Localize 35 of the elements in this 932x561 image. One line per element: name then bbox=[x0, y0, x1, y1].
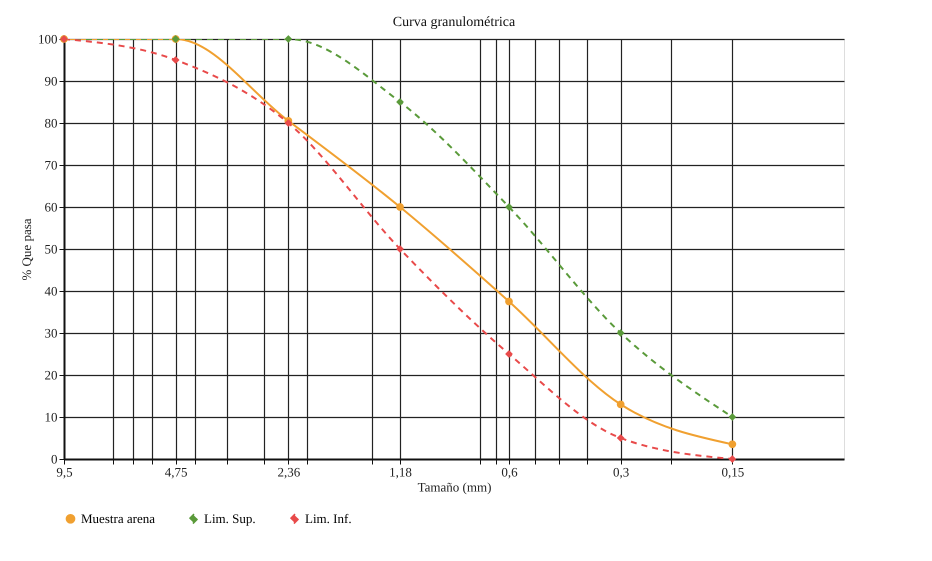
legend-label: Lim. Inf. bbox=[305, 510, 352, 526]
point bbox=[505, 298, 513, 306]
y-tick-label: 70 bbox=[44, 158, 58, 172]
x-tick-label: 4,75 bbox=[164, 464, 188, 480]
y-tick-label: 100 bbox=[38, 32, 58, 46]
legend-label: Muestra arena bbox=[81, 510, 156, 526]
y-tick-label: 90 bbox=[44, 74, 58, 88]
point bbox=[728, 413, 736, 421]
x-tick-label: 0,3 bbox=[613, 464, 630, 480]
point bbox=[172, 56, 180, 64]
point bbox=[505, 203, 513, 211]
y-axis-title: % Que pasa bbox=[19, 218, 34, 281]
x-tick-label: 0,15 bbox=[721, 464, 744, 480]
point bbox=[616, 434, 625, 442]
x-axis-title: Tamaño (mm) bbox=[418, 480, 492, 494]
point bbox=[616, 400, 625, 408]
point bbox=[284, 35, 292, 43]
y-tick-label: 0 bbox=[51, 452, 58, 466]
x-tick-label: 0,6 bbox=[501, 464, 518, 480]
point bbox=[505, 350, 513, 358]
y-tick-label: 80 bbox=[44, 116, 58, 130]
y-tick-label: 60 bbox=[44, 200, 58, 214]
y-tick-label: 50 bbox=[44, 242, 58, 256]
point bbox=[728, 440, 736, 448]
x-tick-label: 1,18 bbox=[389, 464, 412, 480]
legend-label: Lim. Sup. bbox=[204, 510, 256, 526]
chart-title: Curva granulométrica bbox=[392, 15, 516, 30]
y-tick-label: 30 bbox=[44, 326, 58, 340]
x-tick-label: 9,5 bbox=[56, 464, 73, 480]
point bbox=[616, 329, 625, 337]
y-tick-label: 10 bbox=[44, 410, 58, 424]
x-tick-label: 2,36 bbox=[277, 464, 301, 480]
point bbox=[728, 455, 736, 463]
y-tick-label: 40 bbox=[44, 284, 58, 298]
y-tick-label: 20 bbox=[44, 368, 58, 382]
